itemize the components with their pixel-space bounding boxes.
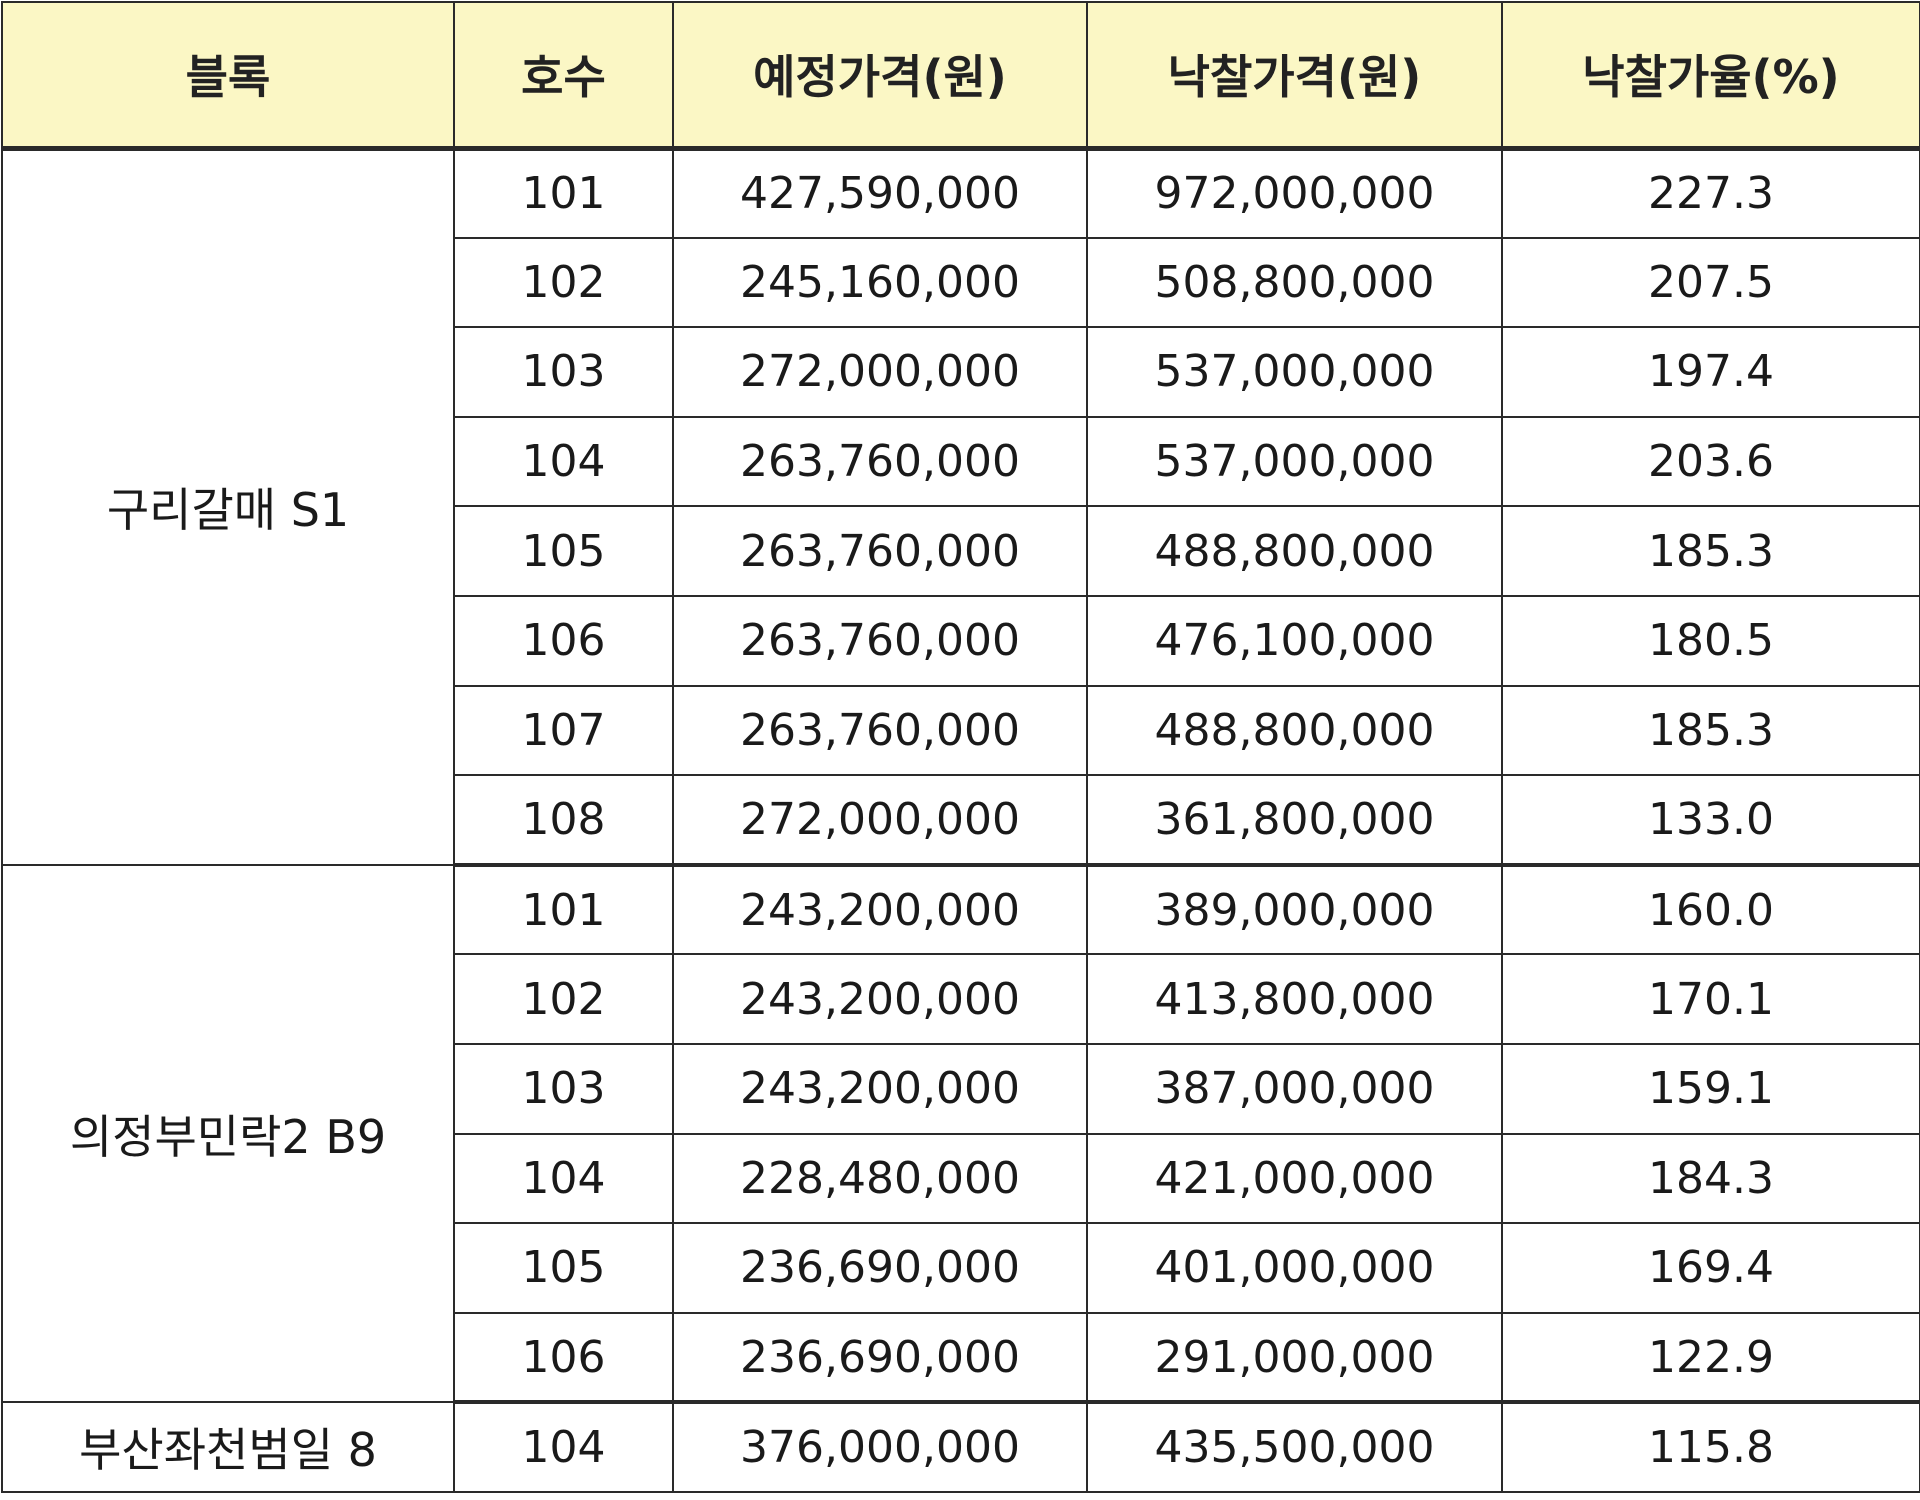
planned-price-cell: 263,760,000	[672, 684, 1088, 777]
planned-price-cell: 243,200,000	[672, 863, 1088, 956]
planned-price-cell: 263,760,000	[672, 594, 1088, 687]
planned-price-cell: 243,200,000	[672, 1042, 1088, 1135]
winning-price-cell: 508,800,000	[1086, 236, 1503, 329]
planned-price-cell: 427,590,000	[672, 147, 1088, 239]
winning-rate-cell: 122.9	[1501, 1311, 1920, 1405]
winning-rate-cell: 185.3	[1501, 684, 1920, 777]
winning-price-cell: 291,000,000	[1086, 1311, 1503, 1405]
header-block: 블록	[1, 1, 455, 151]
table-row: 104 228,480,000 421,000,000 184.3	[2, 1132, 1920, 1225]
planned-price-cell: 263,760,000	[672, 415, 1088, 508]
winning-price-cell: 421,000,000	[1086, 1132, 1503, 1225]
table-row: 107 263,760,000 488,800,000 185.3	[2, 684, 1920, 777]
winning-rate-cell: 180.5	[1501, 594, 1920, 687]
table-row: 102 245,160,000 508,800,000 207.5	[2, 236, 1920, 329]
table-row: 104 263,760,000 537,000,000 203.6	[2, 415, 1920, 508]
unit-cell: 106	[453, 594, 674, 687]
header-planned-price: 예정가격(원)	[672, 1, 1088, 151]
unit-cell: 101	[453, 147, 674, 239]
unit-cell: 105	[453, 505, 674, 597]
header-winning-rate: 낙찰가율(%)	[1501, 1, 1920, 151]
planned-price-cell: 272,000,000	[672, 326, 1088, 418]
winning-price-cell: 389,000,000	[1086, 863, 1503, 956]
winning-rate-cell: 133.0	[1501, 774, 1920, 867]
winning-rate-cell: 115.8	[1501, 1401, 1920, 1493]
table-row: 106 236,690,000 291,000,000 122.9	[2, 1311, 1920, 1405]
winning-rate-cell: 159.1	[1501, 1042, 1920, 1135]
table-header: 블록 호수 예정가격(원) 낙찰가격(원) 낙찰가율(%)	[1, 1, 1920, 151]
winning-price-cell: 488,800,000	[1086, 505, 1503, 597]
table-row: 103 272,000,000 537,000,000 197.4	[2, 326, 1920, 418]
table-row: 108 272,000,000 361,800,000 133.0	[2, 774, 1920, 867]
planned-price-cell: 263,760,000	[672, 505, 1088, 597]
table-row: 103 243,200,000 387,000,000 159.1	[2, 1042, 1920, 1135]
winning-rate-cell: 203.6	[1501, 415, 1920, 508]
winning-price-cell: 537,000,000	[1086, 326, 1503, 418]
unit-cell: 101	[453, 863, 674, 956]
unit-cell: 102	[453, 236, 674, 329]
winning-price-cell: 413,800,000	[1086, 953, 1503, 1045]
table-body: 구리갈매 S1 101 427,590,000 972,000,000 227.3 102…	[1, 147, 1920, 1493]
planned-price-cell: 272,000,000	[672, 774, 1088, 867]
unit-cell: 108	[453, 774, 674, 867]
winning-price-cell: 476,100,000	[1086, 594, 1503, 687]
winning-price-cell: 537,000,000	[1086, 415, 1503, 508]
winning-rate-cell: 185.3	[1501, 505, 1920, 597]
winning-rate-cell: 227.3	[1501, 147, 1920, 239]
winning-price-cell: 361,800,000	[1086, 774, 1503, 867]
block-name-cell: 부산좌천범일 8	[1, 1401, 455, 1493]
unit-cell: 107	[453, 684, 674, 777]
planned-price-cell: 243,200,000	[672, 953, 1088, 1045]
winning-price-cell: 488,800,000	[1086, 684, 1503, 777]
table-row: 106 263,760,000 476,100,000 180.5	[2, 594, 1920, 687]
planned-price-cell: 228,480,000	[672, 1132, 1088, 1225]
unit-cell: 103	[453, 326, 674, 418]
block-name-cell: 의정부민락2 B9	[1, 863, 455, 1404]
table-row: 102 243,200,000 413,800,000 170.1	[2, 953, 1920, 1045]
header-unit: 호수	[453, 1, 674, 151]
unit-cell: 103	[453, 1042, 674, 1135]
table-row: 구리갈매 S1 101 427,590,000 972,000,000 227.3	[1, 147, 1920, 866]
winning-rate-cell: 170.1	[1501, 953, 1920, 1045]
winning-rate-cell: 184.3	[1501, 1132, 1920, 1225]
table-row: 의정부민락2 B9 101 243,200,000 389,000,000 160.0	[1, 863, 1920, 1404]
winning-price-cell: 972,000,000	[1086, 147, 1503, 239]
planned-price-cell: 236,690,000	[672, 1311, 1088, 1405]
block-name-cell: 구리갈매 S1	[1, 147, 455, 866]
winning-price-cell: 387,000,000	[1086, 1042, 1503, 1135]
header-winning-price: 낙찰가격(원)	[1086, 1, 1503, 151]
table-row: 105 263,760,000 488,800,000 185.3	[2, 505, 1920, 597]
winning-rate-cell: 197.4	[1501, 326, 1920, 418]
planned-price-cell: 376,000,000	[672, 1401, 1088, 1493]
winning-rate-cell: 169.4	[1501, 1222, 1920, 1314]
winning-price-cell: 435,500,000	[1086, 1401, 1503, 1493]
planned-price-cell: 245,160,000	[672, 236, 1088, 329]
unit-cell: 105	[453, 1222, 674, 1314]
unit-cell: 104	[453, 1132, 674, 1225]
winning-rate-cell: 207.5	[1501, 236, 1920, 329]
planned-price-cell: 236,690,000	[672, 1222, 1088, 1314]
unit-cell: 104	[453, 415, 674, 508]
table-row: 부산좌천범일 8 104 376,000,000 435,500,000 115.8	[1, 1401, 1920, 1493]
header-row: 블록 호수 예정가격(원) 낙찰가격(원) 낙찰가율(%)	[1, 1, 1920, 151]
winning-rate-cell: 160.0	[1501, 863, 1920, 956]
unit-cell: 104	[453, 1401, 674, 1493]
unit-cell: 102	[453, 953, 674, 1045]
table-row: 105 236,690,000 401,000,000 169.4	[2, 1222, 1920, 1314]
unit-cell: 106	[453, 1311, 674, 1405]
winning-price-cell: 401,000,000	[1086, 1222, 1503, 1314]
